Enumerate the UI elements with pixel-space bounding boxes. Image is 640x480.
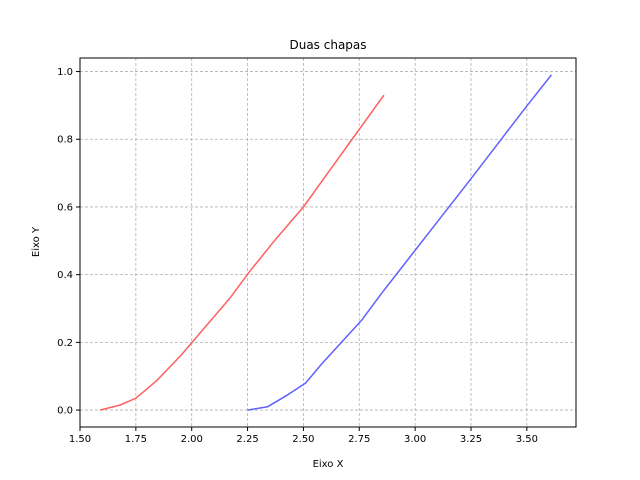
y-tick-label: 0.6 — [57, 202, 73, 213]
y-axis-ticks: 0.0 0.2 0.4 0.6 0.8 1.0 — [57, 67, 80, 417]
chart-title: Duas chapas — [289, 38, 366, 52]
series-line-1 — [99, 94, 385, 411]
x-tick-label: 2.75 — [348, 434, 370, 445]
x-tick-label: 2.00 — [181, 434, 203, 445]
series-line-2 — [247, 74, 552, 411]
x-tick-label: 1.50 — [69, 434, 91, 445]
x-axis-label: Eixo X — [313, 459, 344, 470]
x-tick-label: 1.75 — [125, 434, 147, 445]
series-lines — [99, 74, 552, 411]
x-tick-label: 3.00 — [404, 434, 426, 445]
y-tick-label: 0.0 — [57, 406, 73, 417]
x-axis-ticks: 1.50 1.75 2.00 2.25 2.50 2.75 3.00 3.25 3.50 — [69, 427, 538, 445]
y-axis-label: Eixo Y — [31, 226, 42, 257]
y-tick-label: 1.0 — [57, 67, 73, 78]
grid-lines — [79, 58, 576, 427]
y-tick-label: 0.8 — [57, 135, 73, 146]
plot-frame — [79, 57, 577, 428]
x-tick-label: 2.25 — [236, 434, 258, 445]
x-tick-label: 2.50 — [292, 434, 314, 445]
x-tick-label: 3.50 — [516, 434, 538, 445]
y-tick-label: 0.4 — [57, 270, 73, 281]
x-tick-label: 3.25 — [460, 434, 482, 445]
y-tick-label: 0.2 — [57, 338, 73, 349]
